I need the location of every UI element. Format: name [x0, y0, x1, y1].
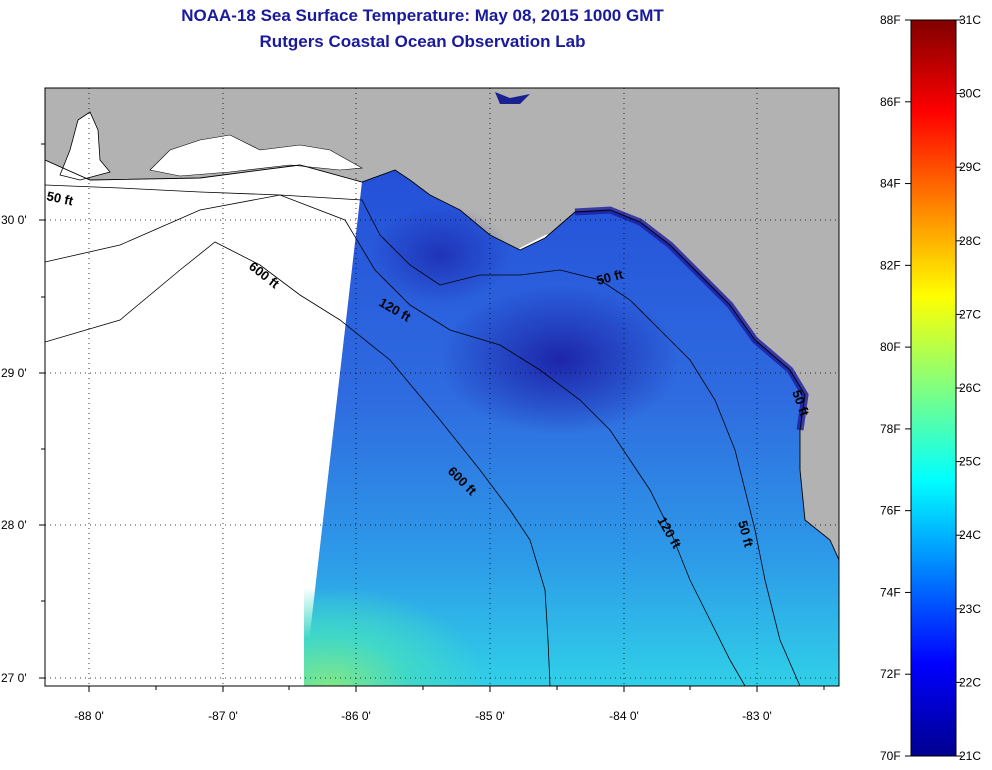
longitude-label: -87 0' [208, 709, 238, 723]
colorbar-f-label: 86F [880, 95, 901, 109]
colorbar-c-label: 28C [959, 234, 981, 248]
colorbar-f-label: 88F [880, 13, 901, 27]
colorbar-c-label: 21C [959, 749, 981, 763]
colorbar-c-label: 24C [959, 528, 981, 542]
colorbar-f-label: 82F [880, 258, 901, 272]
colorbar-f-label: 74F [880, 585, 901, 599]
mobile-bay [59, 111, 111, 181]
longitude-label: -86 0' [341, 709, 371, 723]
pensacola-bays [149, 134, 363, 177]
colorbar-f-label: 76F [880, 504, 901, 518]
colorbar-c-label: 25C [959, 455, 981, 469]
contour-label: 50 ft [45, 188, 75, 208]
colorbar-f-label: 70F [880, 749, 901, 763]
latitude-label: 29 0' [1, 366, 27, 380]
coastline [45, 159, 839, 561]
contour-label: 50 ft [735, 519, 757, 549]
tick-marks [39, 143, 825, 692]
colorbar-f-label: 72F [880, 667, 901, 681]
colorbar-c-label: 31C [959, 13, 981, 27]
colorbar-bar [910, 19, 957, 757]
longitude-label: -84 0' [609, 709, 639, 723]
no-data-region [45, 160, 362, 686]
inland-water [495, 92, 530, 104]
colorbar-c-label: 22C [959, 675, 981, 689]
colorbar-c-label: 27C [959, 307, 981, 321]
colorbar-c-label: 23C [959, 602, 981, 616]
colorbar-f-label: 78F [880, 422, 901, 436]
chart-subtitle: Rutgers Coastal Ocean Observation Lab [259, 32, 586, 51]
latitude-label: 27 0' [1, 671, 27, 685]
chart-title: NOAA-18 Sea Surface Temperature: May 08,… [181, 6, 664, 25]
cold-water-patch-2 [370, 205, 510, 305]
colorbar-f-label: 84F [880, 177, 901, 191]
colorbar-f-label: 80F [880, 340, 901, 354]
latitude-label: 28 0' [1, 518, 27, 532]
warm-water-patch [304, 520, 564, 686]
colorbar-labels: 88F 86F 84F 82F 80F 78F 76F 74F 72F 70F 31C 30C 29C 2… [880, 13, 981, 763]
colorbar-c-label: 26C [959, 381, 981, 395]
contour-label: 50 ft [595, 266, 625, 288]
cold-water-patch [440, 285, 680, 435]
contour-50ft [45, 184, 801, 686]
colorbar-c-label: 30C [959, 87, 981, 101]
contour-120ft [45, 194, 746, 686]
longitude-label: -83 0' [742, 709, 772, 723]
longitude-label: -85 0' [475, 709, 505, 723]
longitude-label: -88 0' [74, 709, 104, 723]
map-plot-area: 50 ft 600 ft 120 ft 50 ft 600 ft 120 ft … [45, 88, 839, 686]
colorbar-c-label: 29C [959, 160, 981, 174]
contour-600ft [45, 241, 551, 686]
map-frame [44, 87, 840, 687]
latitude-label: 30 0' [1, 213, 27, 227]
